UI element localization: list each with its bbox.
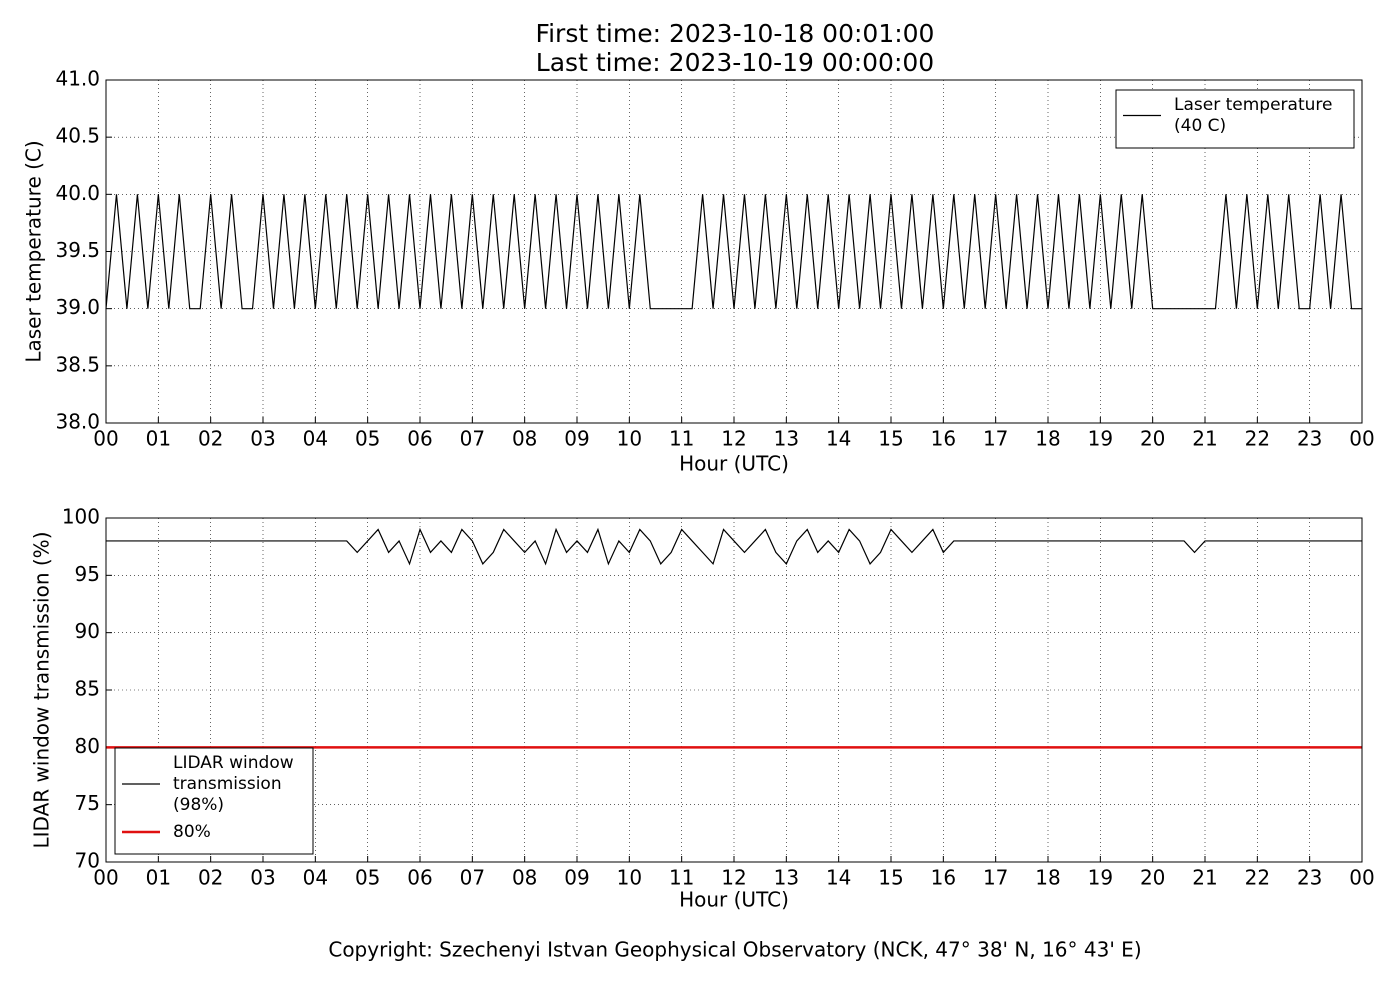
y-tick-label: 38.0 <box>55 410 100 434</box>
x-tick-label: 06 <box>407 427 432 451</box>
y-tick-label: 41.0 <box>55 67 100 91</box>
y-tick-label: 80 <box>75 734 100 758</box>
x-tick-label: 04 <box>303 866 328 890</box>
legend-label: transmission <box>173 774 282 794</box>
x-tick-label: 00 <box>93 866 118 890</box>
x-tick-label: 18 <box>1035 866 1060 890</box>
y-tick-label: 40.5 <box>55 124 100 148</box>
x-tick-label: 20 <box>1140 427 1165 451</box>
x-tick-label: 17 <box>983 427 1008 451</box>
x-tick-label: 14 <box>826 427 851 451</box>
x-tick-label: 13 <box>774 427 799 451</box>
x-tick-label: 18 <box>1035 427 1060 451</box>
x-tick-label: 22 <box>1245 866 1270 890</box>
legend-label: 80% <box>173 822 211 842</box>
x-tick-label: 09 <box>564 866 589 890</box>
x-tick-label: 03 <box>250 427 275 451</box>
x-tick-label: 04 <box>303 427 328 451</box>
x-tick-label: 02 <box>198 866 223 890</box>
legend-label: LIDAR window <box>173 753 294 773</box>
x-tick-label: 23 <box>1297 427 1322 451</box>
y-tick-label: 75 <box>75 791 100 815</box>
y-tick-label: 39.5 <box>55 238 100 262</box>
y-tick-label: 38.5 <box>55 352 100 376</box>
x-tick-label: 11 <box>669 866 694 890</box>
x-tick-label: 00 <box>93 427 118 451</box>
x-tick-label: 07 <box>460 427 485 451</box>
title-line: Last time: 2023-10-19 00:00:00 <box>536 48 934 77</box>
x-tick-label: 08 <box>512 866 537 890</box>
legend-label: (40 C) <box>1174 116 1226 136</box>
x-tick-label: 17 <box>983 866 1008 890</box>
x-tick-label: 11 <box>669 427 694 451</box>
x-tick-label: 15 <box>878 427 903 451</box>
x-axis-label: Hour (UTC) <box>679 452 789 476</box>
x-tick-label: 23 <box>1297 866 1322 890</box>
y-tick-label: 95 <box>75 562 100 586</box>
x-tick-label: 00 <box>1349 866 1374 890</box>
legend-box <box>114 747 314 855</box>
y-tick-label: 70 <box>75 849 100 873</box>
x-tick-label: 19 <box>1088 866 1113 890</box>
x-tick-label: 19 <box>1088 427 1113 451</box>
x-tick-label: 16 <box>931 427 956 451</box>
x-tick-label: 01 <box>146 866 171 890</box>
x-tick-label: 05 <box>355 866 380 890</box>
x-tick-label: 12 <box>721 866 746 890</box>
x-tick-label: 08 <box>512 427 537 451</box>
data-line <box>106 527 1362 566</box>
x-tick-label: 03 <box>250 866 275 890</box>
x-tick-label: 15 <box>878 866 903 890</box>
legend-label: (98%) <box>173 795 224 815</box>
x-tick-label: 10 <box>617 427 642 451</box>
x-tick-label: 21 <box>1192 427 1217 451</box>
y-axis-label: LIDAR window transmission (%) <box>30 532 54 849</box>
y-axis-label: Laser temperature (C) <box>22 140 46 362</box>
x-tick-label: 07 <box>460 866 485 890</box>
legend-box <box>1115 89 1355 149</box>
footer: Copyright: Szechenyi Istvan Geophysical … <box>328 938 1141 962</box>
axes-frame <box>105 79 1363 424</box>
x-tick-label: 12 <box>721 427 746 451</box>
x-tick-label: 16 <box>931 866 956 890</box>
x-axis-label: Hour (UTC) <box>679 888 789 912</box>
x-tick-label: 10 <box>617 866 642 890</box>
x-tick-label: 01 <box>146 427 171 451</box>
x-tick-label: 05 <box>355 427 380 451</box>
y-tick-label: 100 <box>62 505 100 529</box>
x-tick-label: 20 <box>1140 866 1165 890</box>
y-tick-label: 85 <box>75 677 100 701</box>
x-tick-label: 21 <box>1192 866 1217 890</box>
y-tick-label: 90 <box>75 619 100 643</box>
data-line <box>105 194 1362 310</box>
x-tick-label: 22 <box>1245 427 1270 451</box>
x-tick-label: 06 <box>407 866 432 890</box>
title-line: First time: 2023-10-18 00:01:00 <box>536 19 935 48</box>
x-tick-label: 13 <box>774 866 799 890</box>
legend-label: Laser temperature <box>1174 95 1332 115</box>
y-tick-label: 40.0 <box>55 181 100 205</box>
x-tick-label: 00 <box>1349 427 1374 451</box>
axes-frame <box>105 517 1363 863</box>
x-tick-label: 02 <box>198 427 223 451</box>
x-tick-label: 09 <box>564 427 589 451</box>
y-tick-label: 39.0 <box>55 295 100 319</box>
x-tick-label: 14 <box>826 866 851 890</box>
